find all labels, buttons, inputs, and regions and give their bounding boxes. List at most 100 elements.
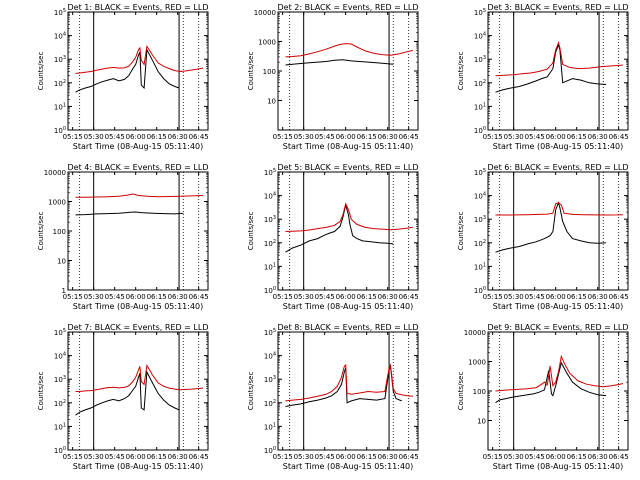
y-tick-label: 104 [54,32,66,41]
x-tick-label: 05:45 [525,133,545,141]
y-axis-label: Counts/sec [247,212,255,251]
y-tick-label: 105 [264,168,276,177]
x-tick-label: 06:00 [126,293,146,301]
y-tick-label: 1000 [258,39,276,47]
y-tick-label: 104 [264,192,276,201]
x-tick-label: 05:15 [273,453,293,461]
y-tick-label: 100 [474,286,486,295]
y-tick-label: 103 [54,55,66,64]
y-tick-label: 100 [263,68,276,76]
y-tick-label: 1 [62,287,66,295]
y-tick-label: 105 [264,328,276,337]
events-series-line [495,361,607,404]
x-tick-label: 05:30 [84,453,104,461]
lld-series-line [495,354,624,392]
y-tick-label: 101 [474,102,486,111]
y-tick-label: 100 [264,286,276,295]
panel-title: Det 3: BLACK = Events, RED = LLD [488,3,629,12]
plot-frame [487,171,629,291]
x-tick-label: 06:15 [147,293,167,301]
y-tick-label: 10000 [44,169,66,177]
y-tick-label: 102 [54,399,66,408]
y-tick-label: 105 [474,168,486,177]
x-tick-label: 06:00 [546,133,566,141]
x-tick-label: 05:45 [105,133,125,141]
y-tick-label: 102 [54,79,66,88]
x-tick-label: 06:00 [126,453,146,461]
events-series-line [75,370,180,416]
x-tick-label: 06:30 [168,133,188,141]
x-tick-label: 06:30 [378,293,398,301]
x-axis-label: Start Time (08-Aug-15 05:11:40) [493,142,624,151]
x-tick-label: 06:30 [588,453,608,461]
y-axis-label: Counts/sec [457,372,465,411]
events-series-line [285,366,402,407]
lld-series-line [285,363,413,402]
x-tick-label: 06:45 [189,133,209,141]
panel-title: Det 7: BLACK = Events, RED = LLD [68,323,209,332]
x-tick-label: 05:30 [294,453,314,461]
x-tick-label: 06:00 [336,293,356,301]
y-tick-label: 103 [474,215,486,224]
y-tick-label: 10 [267,98,276,106]
y-tick-label: 102 [264,239,276,248]
x-tick-label: 05:30 [504,293,524,301]
y-tick-label: 101 [54,102,66,111]
x-axis-label: Start Time (08-Aug-15 05:11:40) [493,462,624,471]
y-tick-label: 102 [474,239,486,248]
x-tick-label: 06:30 [588,133,608,141]
x-tick-label: 06:15 [567,453,587,461]
y-tick-label: 105 [54,8,66,17]
y-tick-label: 103 [474,55,486,64]
x-tick-label: 06:45 [399,453,419,461]
events-series-line [495,201,607,253]
x-tick-label: 06:45 [189,453,209,461]
x-tick-label: 06:00 [126,133,146,141]
x-tick-label: 05:30 [294,293,314,301]
y-tick-label: 101 [264,422,276,431]
x-tick-label: 06:30 [378,453,398,461]
events-series-line [285,59,394,66]
y-axis-label: Counts/sec [247,52,255,91]
x-tick-label: 05:30 [504,133,524,141]
x-tick-label: 05:15 [63,293,83,301]
x-axis-label: Start Time (08-Aug-15 05:11:40) [283,462,414,471]
plot-frame [487,331,629,451]
plot-frame [67,331,209,451]
y-tick-label: 105 [474,8,486,17]
x-tick-label: 05:45 [315,133,335,141]
x-tick-label: 06:00 [546,293,566,301]
y-tick-label: 104 [474,32,486,41]
y-tick-label: 10000 [464,329,486,337]
x-axis-label: Start Time (08-Aug-15 05:11:40) [73,302,204,311]
y-tick-label: 100 [53,228,66,236]
y-axis-label: Counts/sec [457,212,465,251]
lld-series-line [495,41,623,77]
x-tick-label: 06:30 [378,133,398,141]
x-tick-label: 05:30 [84,133,104,141]
y-tick-label: 1000 [468,359,486,367]
x-tick-label: 06:00 [336,133,356,141]
lld-series-line [495,202,623,216]
y-axis-label: Counts/sec [247,372,255,411]
x-tick-label: 06:30 [168,453,188,461]
y-tick-label: 100 [473,388,486,396]
x-tick-label: 06:30 [168,293,188,301]
y-tick-label: 100 [54,446,66,455]
panel-title: Det 1: BLACK = Events, RED = LLD [68,3,209,12]
panel-title: Det 9: BLACK = Events, RED = LLD [488,323,629,332]
plot-frame [67,171,209,291]
x-axis-label: Start Time (08-Aug-15 05:11:40) [283,302,414,311]
x-tick-label: 05:45 [525,293,545,301]
plot-frame [277,171,419,291]
x-tick-label: 06:15 [567,133,587,141]
events-series-line [495,43,607,93]
x-tick-label: 05:15 [273,293,293,301]
